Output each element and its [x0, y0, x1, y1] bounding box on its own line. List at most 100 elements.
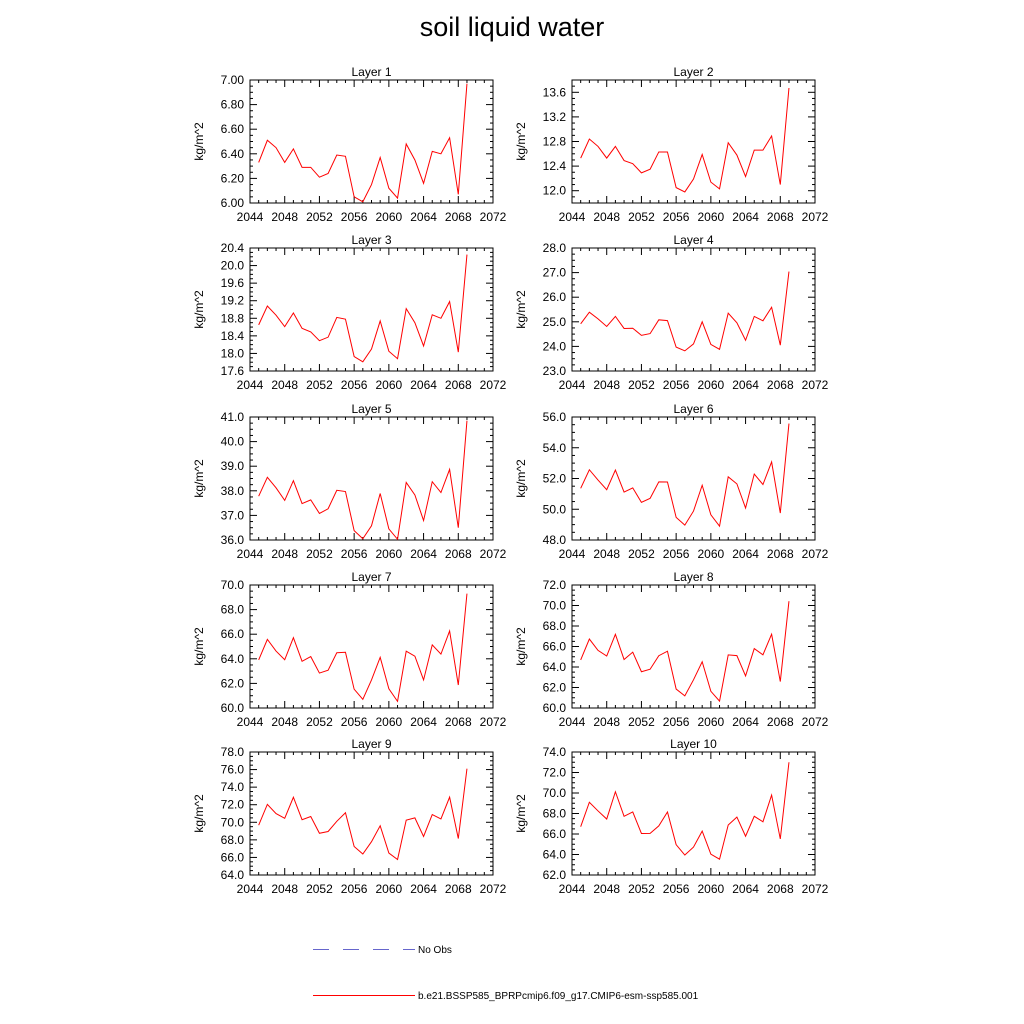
y-tick-label: 18.0: [221, 346, 245, 360]
legend-model-label: b.e21.BSSP585_BPRPcmip6.f09_g17.CMIP6-es…: [418, 991, 699, 1002]
x-tick-label: 2060: [376, 547, 403, 561]
x-tick-label: 2048: [593, 210, 620, 224]
x-tick-label: 2072: [802, 378, 829, 392]
x-tick-label: 2060: [376, 715, 403, 729]
x-tick-label: 2056: [663, 210, 690, 224]
y-tick-label: 12.4: [543, 159, 567, 173]
x-tick-label: 2044: [237, 715, 264, 729]
panel-layer-8: 2044 2048 2052 2056 2060 2064 2068 2072 60.0 62.0…: [514, 570, 829, 729]
y-tick-label: 78.0: [221, 745, 245, 759]
y-axis-label: kg/m^2: [192, 627, 206, 666]
y-tick-label: 56.0: [543, 410, 567, 424]
x-tick-label: 2048: [271, 715, 298, 729]
x-tick-label: 2072: [480, 378, 507, 392]
x-tick-label: 2064: [410, 378, 437, 392]
x-tick-label: 2068: [767, 882, 794, 896]
y-axis-label: kg/m^2: [514, 794, 528, 833]
y-tick-label: 72.0: [543, 766, 567, 780]
y-tick-label: 74.0: [543, 745, 567, 759]
x-tick-label: 2056: [341, 882, 368, 896]
y-tick-label: 52.0: [543, 472, 567, 486]
legend-obs-label: No Obs: [418, 945, 452, 956]
y-tick-label: 76.0: [221, 763, 245, 777]
x-tick-label: 2056: [341, 210, 368, 224]
y-tick-label: 12.8: [543, 135, 567, 149]
y-tick-label: 25.0: [543, 315, 567, 329]
x-tick-label: 2048: [593, 715, 620, 729]
panel-title: Layer 6: [673, 402, 713, 416]
panel-layer-10: 2044 2048 2052 2056 2060 2064 2068 2072 62.0 64.0…: [514, 737, 829, 896]
panel-title: Layer 10: [670, 737, 717, 751]
x-tick-label: 2044: [559, 882, 586, 896]
y-tick-label: 50.0: [543, 502, 567, 516]
panel-title: Layer 2: [673, 65, 713, 79]
x-tick-label: 2048: [593, 882, 620, 896]
y-tick-label: 66.0: [221, 627, 245, 641]
y-tick-label: 66.0: [543, 640, 567, 654]
y-tick-label: 64.0: [221, 868, 245, 882]
y-tick-label: 68.0: [543, 619, 567, 633]
y-tick-label: 18.4: [221, 329, 245, 343]
y-tick-label: 19.6: [221, 276, 245, 290]
y-tick-label: 70.0: [221, 578, 245, 592]
x-tick-label: 2068: [445, 882, 472, 896]
x-tick-label: 2068: [767, 210, 794, 224]
x-tick-label: 2064: [410, 210, 437, 224]
y-tick-label: 68.0: [543, 807, 567, 821]
x-tick-label: 2052: [628, 210, 655, 224]
x-tick-label: 2048: [271, 378, 298, 392]
x-tick-label: 2072: [480, 547, 507, 561]
y-tick-label: 62.0: [221, 676, 245, 690]
x-tick-label: 2064: [732, 378, 759, 392]
y-tick-label: 64.0: [543, 848, 567, 862]
y-tick-label: 40.0: [221, 435, 245, 449]
y-axis-label: kg/m^2: [192, 459, 206, 498]
x-tick-label: 2052: [306, 882, 333, 896]
panel-title: Layer 5: [351, 402, 391, 416]
series-line: [258, 768, 468, 861]
panel-title: Layer 3: [351, 233, 391, 247]
panel-layer-9: 2044 2048 2052 2056 2060 2064 2068 2072 64.0 66.0…: [192, 737, 507, 896]
series-line: [258, 83, 468, 203]
y-tick-label: 37.0: [221, 508, 245, 522]
y-tick-label: 68.0: [221, 603, 245, 617]
y-tick-label: 70.0: [221, 815, 245, 829]
y-tick-label: 68.0: [221, 833, 245, 847]
x-tick-label: 2072: [802, 210, 829, 224]
x-tick-label: 2068: [445, 547, 472, 561]
y-tick-label: 48.0: [543, 533, 567, 547]
x-tick-label: 2064: [410, 715, 437, 729]
panel-title: Layer 1: [351, 65, 391, 79]
x-tick-label: 2064: [732, 882, 759, 896]
y-axis-label: kg/m^2: [514, 459, 528, 498]
chart-title: soil liquid water: [419, 12, 605, 42]
series-line: [258, 254, 468, 363]
y-tick-label: 13.6: [543, 85, 567, 99]
x-tick-label: 2064: [410, 882, 437, 896]
y-tick-label: 60.0: [221, 701, 245, 715]
x-tick-label: 2056: [341, 547, 368, 561]
x-tick-label: 2060: [698, 547, 725, 561]
x-tick-label: 2044: [559, 210, 586, 224]
x-tick-label: 2068: [767, 378, 794, 392]
panel-layer-6: 2044 2048 2052 2056 2060 2064 2068 2072 48.0 50.0…: [514, 402, 829, 561]
y-tick-label: 28.0: [543, 241, 567, 255]
x-tick-label: 2044: [237, 547, 264, 561]
x-tick-label: 2072: [802, 715, 829, 729]
y-tick-label: 39.0: [221, 459, 245, 473]
y-tick-label: 6.20: [221, 171, 245, 185]
x-tick-label: 2052: [306, 210, 333, 224]
y-tick-label: 20.4: [221, 241, 245, 255]
x-tick-label: 2056: [663, 882, 690, 896]
x-tick-label: 2044: [559, 715, 586, 729]
y-tick-label: 72.0: [543, 578, 567, 592]
x-tick-label: 2048: [271, 547, 298, 561]
x-tick-label: 2060: [376, 210, 403, 224]
x-tick-label: 2060: [698, 378, 725, 392]
x-tick-label: 2056: [341, 715, 368, 729]
x-tick-label: 2056: [663, 547, 690, 561]
x-tick-label: 2064: [732, 547, 759, 561]
x-tick-label: 2068: [445, 210, 472, 224]
x-tick-label: 2060: [698, 715, 725, 729]
